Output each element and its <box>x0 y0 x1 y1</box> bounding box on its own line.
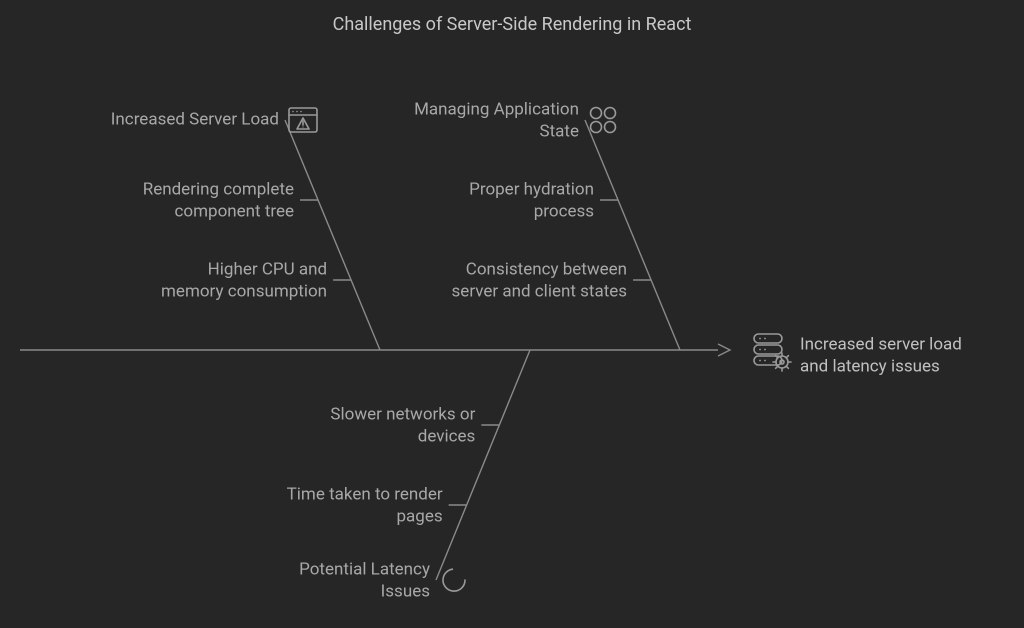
server-gear-icon <box>754 334 791 371</box>
tick-label: Proper hydration <box>469 179 594 199</box>
tick-label: Consistency between <box>466 259 627 279</box>
svg-text:Potential Latency: Potential Latency <box>299 559 430 579</box>
bone-head: Managing ApplicationState <box>414 99 579 141</box>
spinner-icon <box>443 569 465 591</box>
bone: Potential LatencyIssues Slower networks o… <box>287 350 530 601</box>
tick-label: Rendering complete <box>143 179 294 199</box>
tick-label: Higher CPU and <box>208 259 327 279</box>
tick-label: component tree <box>175 201 295 221</box>
bone: Increased Server Load Rendering completec… <box>111 108 380 350</box>
svg-text:Issues: Issues <box>381 581 430 601</box>
tick-label: devices <box>418 426 476 446</box>
tick-label: server and client states <box>452 281 628 301</box>
result-line2: and latency issues <box>800 356 940 376</box>
diagram-title: Challenges of Server-Side Rendering in R… <box>333 14 692 35</box>
bone-head: Increased Server Load <box>111 109 279 129</box>
dots-grid-icon <box>591 108 616 133</box>
tick-label: Slower networks or <box>330 404 475 424</box>
bone: Managing ApplicationState Proper hydratio… <box>414 99 680 350</box>
tick-label: pages <box>397 506 443 526</box>
svg-text:Managing Application: Managing Application <box>414 99 579 119</box>
tick-label: Time taken to render <box>287 484 443 504</box>
spine-arrow <box>718 344 730 356</box>
svg-text:Increased Server Load: Increased Server Load <box>111 109 279 129</box>
window-warning-icon <box>289 108 317 132</box>
result-line1: Increased server load <box>800 334 962 354</box>
bone-head: Potential LatencyIssues <box>299 559 430 601</box>
tick-label: memory consumption <box>161 281 327 301</box>
tick-label: process <box>534 201 594 221</box>
svg-text:State: State <box>540 121 579 141</box>
